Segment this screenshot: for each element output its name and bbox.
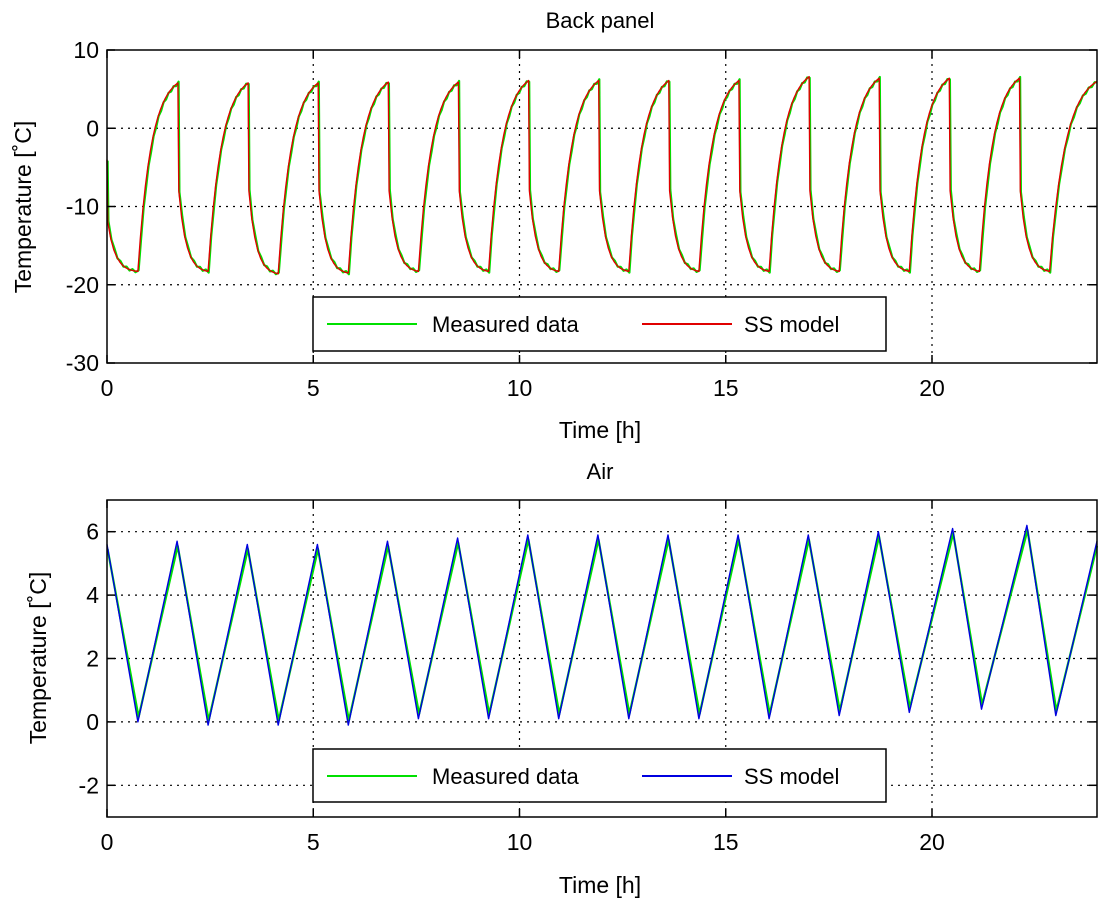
x-tick-label: 15: [713, 829, 739, 855]
y-axis-label: Temperature [˚C]: [25, 572, 51, 745]
ticks: 0 5 10 15 20 10 0 -10 -20 -30: [66, 37, 1097, 401]
legend: Measured data SS model: [312, 748, 887, 803]
y-tick-label: 0: [86, 709, 99, 735]
x-axis-label: Time [h]: [559, 417, 641, 443]
chart-back-panel: Back panel 0 5 10 15 20 10 0 -10 -20 -30 Time [h]…: [10, 8, 1098, 443]
legend-label-model: SS model: [744, 312, 839, 337]
x-tick-label: 10: [507, 829, 533, 855]
chart-title: Air: [587, 459, 614, 484]
x-tick-label: 0: [101, 375, 114, 401]
x-tick-label: 0: [101, 829, 114, 855]
y-axis-label: Temperature [˚C]: [10, 121, 36, 294]
x-tick-label: 15: [713, 375, 739, 401]
chart-title: Back panel: [546, 8, 655, 33]
series-group: [106, 524, 1099, 726]
y-tick-label: 6: [86, 519, 99, 545]
y-tick-label: 0: [86, 115, 99, 141]
y-tick-label: -2: [79, 772, 99, 798]
y-tick-label: 10: [73, 37, 99, 63]
y-tick-label: -30: [66, 350, 99, 376]
legend-label-measured: Measured data: [432, 764, 580, 789]
legend-label-measured: Measured data: [432, 312, 580, 337]
x-tick-label: 10: [507, 375, 533, 401]
y-tick-label: -10: [66, 194, 99, 220]
legend: Measured data SS model: [312, 296, 887, 352]
legend-label-model: SS model: [744, 764, 839, 789]
x-tick-label: 5: [307, 829, 320, 855]
x-tick-label: 5: [307, 375, 320, 401]
y-tick-label: 4: [86, 582, 99, 608]
y-tick-label: -20: [66, 272, 99, 298]
series-line-model: [106, 75, 1098, 275]
x-tick-label: 20: [919, 829, 945, 855]
y-tick-label: 2: [86, 646, 99, 672]
x-tick-label: 20: [919, 375, 945, 401]
series-line-model: [106, 524, 1098, 726]
series-group: [106, 75, 1098, 276]
x-axis-label: Time [h]: [559, 872, 641, 898]
